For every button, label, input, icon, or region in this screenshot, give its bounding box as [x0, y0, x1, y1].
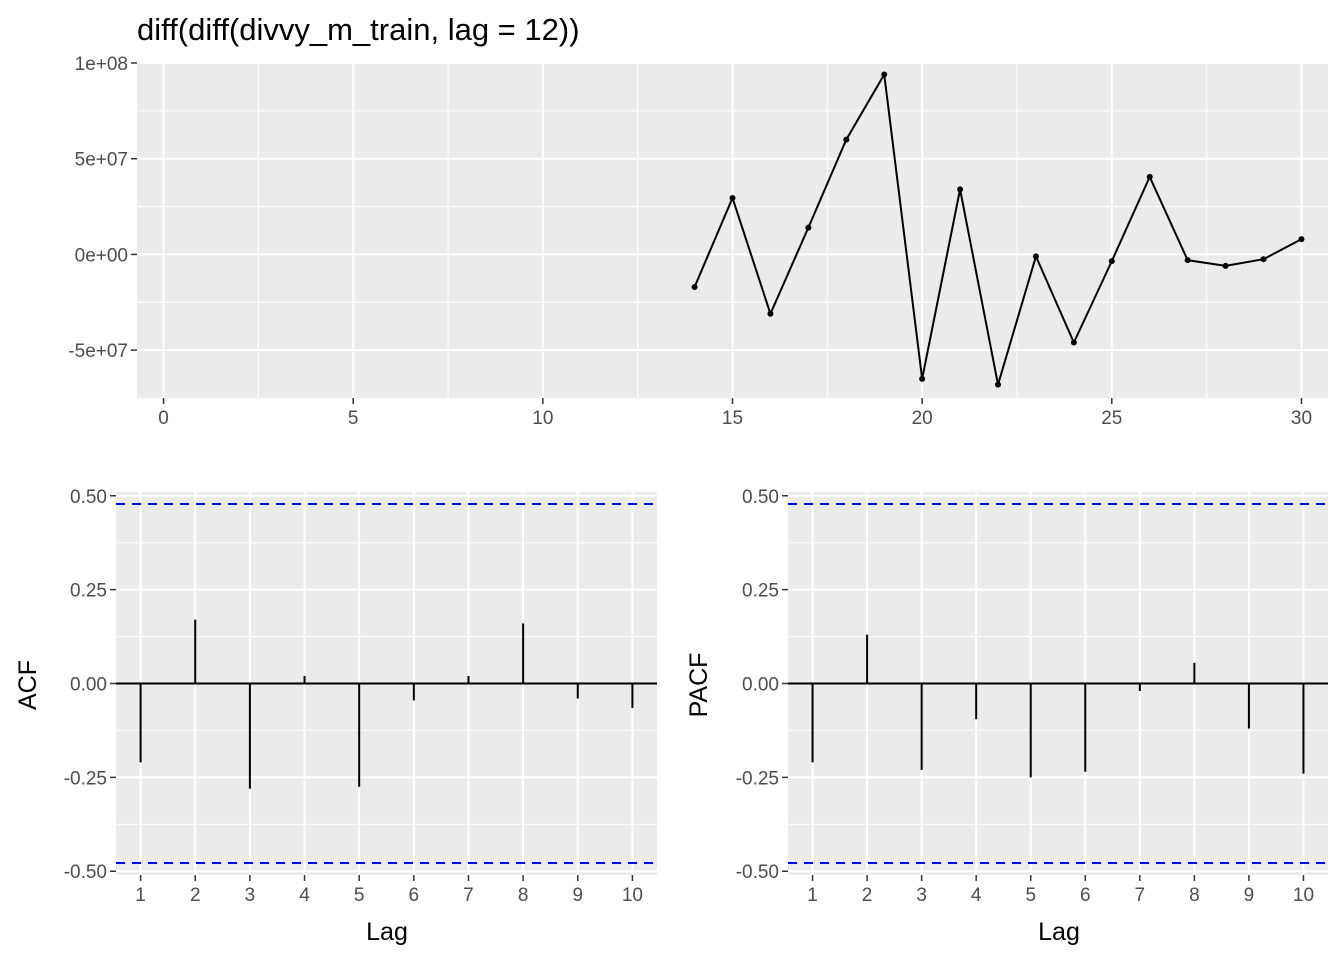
x-tick-label: 9	[1244, 885, 1255, 906]
x-tick-label: 3	[245, 885, 256, 906]
x-tick-label: 25	[1101, 408, 1122, 429]
x-tick-label: 7	[1135, 885, 1146, 906]
time-series-panel: -5e+07 0e+00 5e+07 1e+08 0 5 10 15 20 25 30	[68, 54, 1328, 429]
y-tick-label: 0e+00	[75, 245, 128, 266]
data-point	[691, 283, 698, 290]
data-point	[805, 224, 812, 231]
plot-title: diff(diff(divvy_m_train, lag = 12))	[137, 12, 580, 47]
x-tick-label: 0	[158, 408, 169, 429]
data-point	[1070, 339, 1077, 346]
data-point	[1184, 257, 1191, 264]
acf-panel: -0.50 -0.25 0.00 0.25 0.50 1 2 3 4 5 6 7 8 9 10	[64, 487, 657, 906]
y-tick-label: 0.00	[70, 675, 107, 696]
x-tick-label: 6	[409, 885, 420, 906]
acf-x-axis-title: Lag	[366, 918, 408, 946]
data-point	[995, 381, 1002, 388]
x-tick-label: 15	[722, 408, 743, 429]
y-tick-label: -0.50	[64, 862, 107, 883]
data-point	[1260, 256, 1267, 263]
y-tick-label: 0.25	[70, 581, 107, 602]
x-tick-label: 30	[1291, 408, 1312, 429]
data-point	[919, 375, 926, 382]
x-tick-label: 8	[1189, 885, 1200, 906]
acf-y-axis-title: ACF	[14, 660, 42, 710]
y-tick-label: 0.50	[742, 487, 779, 508]
y-tick-label: -5e+07	[68, 341, 128, 362]
x-tick-label: 2	[190, 885, 201, 906]
pacf-y-axis-title: PACF	[685, 653, 713, 718]
x-tick-label: 10	[1293, 885, 1314, 906]
x-tick-label: 20	[912, 408, 933, 429]
x-tick-label: 8	[518, 885, 529, 906]
x-tick-label: 2	[862, 885, 873, 906]
y-tick-label: -0.25	[736, 768, 779, 789]
data-point	[1108, 258, 1115, 265]
x-tick-label: 6	[1080, 885, 1091, 906]
y-tick-label: 0.00	[742, 675, 779, 696]
pacf-x-axis-title: Lag	[1038, 918, 1080, 946]
x-tick-label: 3	[916, 885, 927, 906]
x-tick-label: 7	[463, 885, 474, 906]
x-tick-label: 4	[299, 885, 310, 906]
data-point	[767, 310, 774, 317]
x-tick-label: 10	[532, 408, 553, 429]
data-point	[1146, 173, 1153, 180]
data-point	[1298, 236, 1305, 243]
y-tick-label: 0.50	[70, 487, 107, 508]
x-tick-label: 10	[622, 885, 643, 906]
x-tick-label: 5	[348, 408, 359, 429]
y-tick-label: 5e+07	[75, 150, 128, 171]
data-point	[881, 71, 888, 78]
y-tick-label: -0.50	[736, 862, 779, 883]
y-tick-label: 0.25	[742, 581, 779, 602]
x-tick-label: 5	[1025, 885, 1036, 906]
x-tick-label: 4	[971, 885, 982, 906]
data-point	[1222, 262, 1229, 269]
y-tick-label: 1e+08	[75, 54, 128, 75]
data-point	[843, 136, 850, 143]
data-point	[957, 186, 964, 193]
x-tick-label: 1	[135, 885, 146, 906]
x-tick-label: 5	[354, 885, 365, 906]
x-tick-label: 1	[807, 885, 818, 906]
x-tick-label: 9	[572, 885, 583, 906]
y-tick-label: -0.25	[64, 768, 107, 789]
data-point	[1032, 253, 1039, 260]
data-point	[729, 194, 736, 201]
pacf-panel: -0.50 -0.25 0.00 0.25 0.50 1 2 3 4 5 6 7 8 9 10	[736, 487, 1328, 906]
